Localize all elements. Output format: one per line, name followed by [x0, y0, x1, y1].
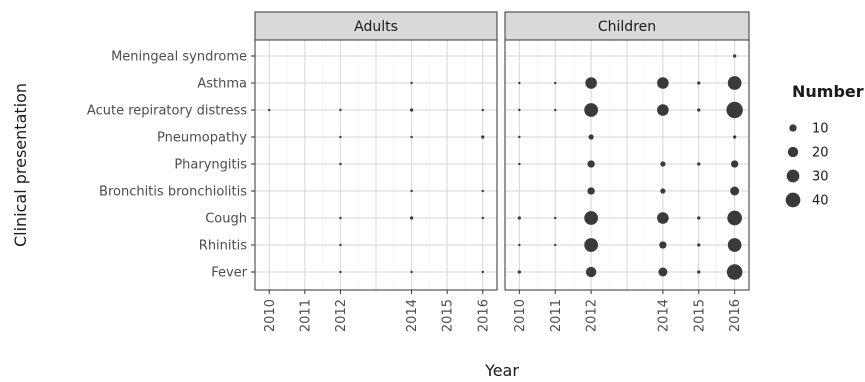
data-point	[518, 135, 521, 139]
data-point	[481, 270, 484, 274]
data-point	[517, 216, 521, 220]
panel-border	[504, 39, 750, 291]
data-point	[518, 81, 521, 85]
data-point	[659, 241, 667, 249]
y-tick-label: Cough	[205, 212, 247, 227]
x-tick-label: 2011	[549, 299, 564, 332]
data-point	[660, 188, 666, 194]
legend-key-circle	[786, 169, 800, 183]
data-point	[584, 238, 598, 252]
data-point	[657, 212, 669, 224]
data-point	[339, 243, 342, 247]
data-point	[697, 162, 701, 166]
legend-key-circle	[785, 192, 801, 208]
data-point	[410, 189, 413, 193]
data-point	[554, 216, 557, 220]
data-point	[730, 186, 740, 196]
legend-key-label: 30	[812, 170, 829, 185]
data-point	[409, 108, 414, 112]
y-tick-label: Meningeal syndrome	[111, 50, 247, 65]
x-tick-label: 2016	[728, 299, 743, 332]
x-axis-title: Year	[484, 361, 519, 380]
y-tick-label: Pharyngitis	[174, 158, 247, 173]
x-tick-label: 2014	[656, 299, 671, 332]
data-point	[409, 216, 414, 220]
data-point	[554, 243, 557, 247]
legend-key-label: 20	[812, 146, 829, 161]
data-point	[587, 160, 595, 168]
y-tick-label: Bronchitis bronchiolitis	[99, 185, 247, 200]
data-point	[410, 81, 413, 85]
legend-key-label: 40	[812, 194, 829, 209]
panel-strip-label: Children	[598, 19, 656, 35]
data-point	[518, 162, 521, 166]
y-tick-label: Acute repiratory distress	[87, 104, 247, 119]
y-tick-label: Pneumopathy	[157, 131, 247, 146]
data-point	[733, 54, 737, 58]
x-tick-label: 2015	[692, 299, 707, 332]
data-point	[730, 160, 739, 168]
legend-key-circle	[789, 124, 797, 132]
y-tick-label: Rhinitis	[199, 239, 247, 254]
data-point	[481, 108, 484, 112]
x-tick-label: 2010	[513, 299, 528, 332]
legend-title: Number	[792, 82, 864, 101]
data-point	[339, 270, 342, 274]
x-tick-label: 2012	[585, 299, 600, 332]
data-point	[727, 210, 742, 226]
panel-strip	[254, 11, 498, 41]
data-point	[726, 101, 743, 119]
data-point	[697, 270, 701, 274]
data-point	[339, 216, 342, 220]
legend-key-circle	[787, 146, 799, 158]
x-tick-label: 2014	[405, 299, 420, 332]
data-point	[697, 243, 701, 247]
data-point	[339, 108, 342, 112]
x-tick-label: 2011	[298, 299, 313, 332]
x-tick-label: 2015	[441, 299, 456, 332]
data-point	[518, 243, 521, 247]
data-point	[697, 81, 701, 85]
panel-strip-label: Adults	[354, 19, 398, 35]
data-point	[481, 216, 484, 220]
data-point	[657, 77, 669, 89]
data-point	[584, 211, 598, 225]
data-point	[585, 266, 597, 278]
data-point	[554, 108, 557, 112]
data-point	[584, 103, 598, 117]
data-point	[268, 108, 271, 112]
data-point	[660, 161, 666, 167]
x-tick-label: 2016	[476, 299, 491, 332]
data-point	[587, 187, 595, 195]
data-point	[339, 135, 342, 139]
x-tick-label: 2010	[263, 299, 278, 332]
data-point	[733, 135, 737, 139]
data-point	[657, 104, 669, 116]
data-point	[481, 135, 485, 139]
data-point	[517, 270, 521, 274]
data-point	[727, 76, 742, 90]
data-point	[410, 135, 413, 139]
panel-border	[254, 39, 498, 291]
data-point	[697, 216, 701, 220]
data-point	[697, 108, 701, 112]
data-point	[339, 162, 342, 166]
legend-key-label: 10	[812, 122, 829, 137]
y-tick-label: Asthma	[197, 77, 247, 92]
x-tick-label: 2012	[334, 299, 349, 332]
data-point	[726, 264, 743, 280]
y-tick-label: Fever	[211, 266, 247, 281]
data-point	[727, 238, 742, 252]
y-axis-title: Clinical presentation	[11, 83, 30, 247]
data-point	[518, 108, 521, 112]
data-point	[658, 267, 668, 277]
data-point	[585, 77, 597, 89]
data-point	[410, 270, 413, 274]
data-point	[588, 134, 594, 140]
data-point	[554, 81, 557, 85]
data-point	[481, 189, 484, 193]
